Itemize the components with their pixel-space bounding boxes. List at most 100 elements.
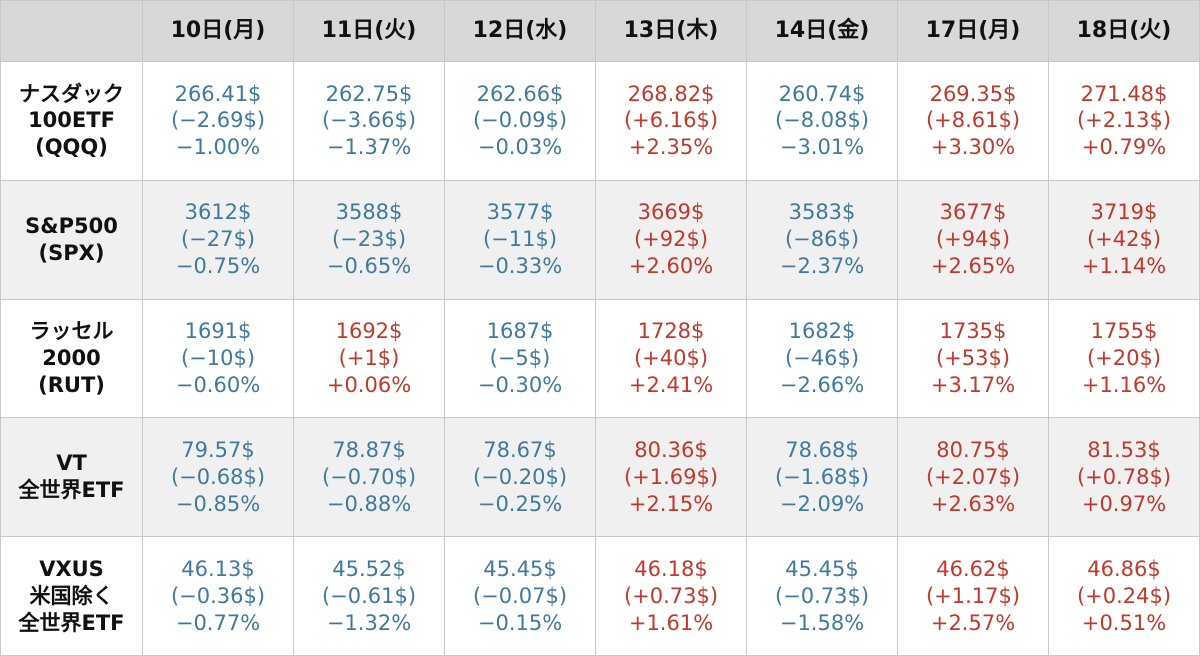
- price-value: 80.75$: [936, 437, 1010, 462]
- price-cell: 262.66$ (−0.09$) −0.03%: [444, 61, 596, 181]
- price-cell: 45.45$ (−0.73$) −1.58%: [746, 536, 898, 656]
- change-value: (+1.69$): [623, 464, 719, 489]
- price-value: 78.67$: [483, 437, 557, 462]
- price-value: 45.45$: [785, 556, 859, 581]
- price-cell: 78.68$ (−1.68$) −2.09%: [746, 417, 898, 538]
- price-cell: 78.87$ (−0.70$) −0.88%: [293, 417, 445, 538]
- change-value: (−27$): [180, 227, 256, 252]
- price-cell: 269.35$ (+8.61$) +3.30%: [897, 61, 1049, 181]
- percent-value: +2.41%: [628, 372, 714, 397]
- change-value: (+20$): [1086, 346, 1162, 371]
- percent-value: +1.16%: [1081, 372, 1167, 397]
- price-value: 271.48$: [1080, 81, 1168, 106]
- price-cell: 81.53$ (+0.78$) +0.97%: [1048, 417, 1200, 538]
- percent-value: −1.58%: [779, 610, 865, 635]
- table-header: 10日(月) 11日(火) 12日(水) 13日(木) 14日(金) 17日(月…: [0, 0, 1200, 62]
- percent-value: +3.17%: [930, 372, 1016, 397]
- table-body: ナスダック 100ETF (QQQ) 266.41$ (−2.69$) −1.00% 262…: [0, 61, 1200, 656]
- price-value: 260.74$: [778, 81, 866, 106]
- row-label-line: ラッセル: [29, 319, 114, 344]
- percent-value: −2.09%: [779, 491, 865, 516]
- price-cell: 1691$ (−10$) −0.60%: [142, 298, 294, 419]
- change-value: (−8.08$): [774, 108, 870, 133]
- price-value: 45.45$: [483, 556, 557, 581]
- percent-value: +2.65%: [930, 254, 1016, 279]
- price-value: 3669$: [637, 200, 705, 225]
- header-corner: [0, 0, 143, 62]
- price-cell: 46.62$ (+1.17$) +2.57%: [897, 536, 1049, 656]
- percent-value: +0.06%: [326, 372, 412, 397]
- percent-value: +2.63%: [930, 491, 1016, 516]
- row-qqq: ナスダック 100ETF (QQQ) 266.41$ (−2.69$) −1.00% 262…: [0, 61, 1200, 181]
- change-value: (−0.61$): [321, 583, 417, 608]
- percent-value: −0.30%: [477, 372, 563, 397]
- change-value: (−86$): [784, 227, 860, 252]
- price-value: 46.13$: [181, 556, 255, 581]
- percent-value: −0.85%: [175, 491, 261, 516]
- change-value: (−23$): [331, 227, 407, 252]
- row-label: VT 全世界ETF: [0, 417, 143, 538]
- row-label: ラッセル 2000 (RUT): [0, 298, 143, 419]
- price-value: 3583$: [788, 200, 856, 225]
- price-value: 1728$: [637, 319, 705, 344]
- change-value: (−5$): [489, 346, 551, 371]
- percent-value: −0.65%: [326, 254, 412, 279]
- percent-value: −3.01%: [779, 135, 865, 160]
- price-cell: 262.75$ (−3.66$) −1.37%: [293, 61, 445, 181]
- percent-value: +0.97%: [1081, 491, 1167, 516]
- header-day-17: 17日(月): [897, 0, 1049, 62]
- price-value: 3719$: [1090, 200, 1158, 225]
- price-value: 266.41$: [174, 81, 262, 106]
- change-value: (−0.70$): [321, 464, 417, 489]
- change-value: (+8.61$): [925, 108, 1021, 133]
- row-label-line: 全世界ETF: [18, 610, 125, 635]
- price-value: 1692$: [335, 319, 403, 344]
- change-value: (+94$): [935, 227, 1011, 252]
- price-cell: 80.75$ (+2.07$) +2.63%: [897, 417, 1049, 538]
- change-value: (−0.73$): [774, 583, 870, 608]
- row-label-line: 2000: [42, 346, 101, 371]
- percent-value: −1.32%: [326, 610, 412, 635]
- change-value: (+0.73$): [623, 583, 719, 608]
- change-value: (+2.07$): [925, 464, 1021, 489]
- row-label-line: (RUT): [38, 372, 105, 397]
- percent-value: +1.61%: [628, 610, 714, 635]
- percent-value: +0.79%: [1081, 135, 1167, 160]
- change-value: (−0.20$): [472, 464, 568, 489]
- price-cell: 3577$ (−11$) −0.33%: [444, 179, 596, 300]
- price-cell: 1728$ (+40$) +2.41%: [595, 298, 747, 419]
- percent-value: −0.25%: [477, 491, 563, 516]
- price-cell: 3588$ (−23$) −0.65%: [293, 179, 445, 300]
- percent-value: −1.37%: [326, 135, 412, 160]
- price-value: 46.62$: [936, 556, 1010, 581]
- price-cell: 3719$ (+42$) +1.14%: [1048, 179, 1200, 300]
- row-label-line: 全世界ETF: [18, 478, 125, 503]
- price-cell: 45.45$ (−0.07$) −0.15%: [444, 536, 596, 656]
- price-value: 268.82$: [627, 81, 715, 106]
- price-value: 262.75$: [325, 81, 413, 106]
- header-day-18: 18日(火): [1048, 0, 1200, 62]
- percent-value: +2.57%: [930, 610, 1016, 635]
- price-value: 3577$: [486, 200, 554, 225]
- price-value: 269.35$: [929, 81, 1017, 106]
- change-value: (−46$): [784, 346, 860, 371]
- row-label-line: VT: [56, 451, 87, 476]
- price-cell: 80.36$ (+1.69$) +2.15%: [595, 417, 747, 538]
- row-label-line: 100ETF: [28, 108, 115, 133]
- price-value: 1687$: [486, 319, 554, 344]
- price-cell: 46.13$ (−0.36$) −0.77%: [142, 536, 294, 656]
- header-day-12: 12日(水): [444, 0, 596, 62]
- row-spx: S&P500 (SPX) 3612$ (−27$) −0.75% 3588$ (−23$) −…: [0, 179, 1200, 300]
- row-label: ナスダック 100ETF (QQQ): [0, 61, 143, 181]
- percent-value: −2.66%: [779, 372, 865, 397]
- row-rut: ラッセル 2000 (RUT) 1691$ (−10$) −0.60% 1692$ (+1$)…: [0, 298, 1200, 419]
- price-cell: 46.18$ (+0.73$) +1.61%: [595, 536, 747, 656]
- header-day-11: 11日(火): [293, 0, 445, 62]
- price-value: 1755$: [1090, 319, 1158, 344]
- price-cell: 1682$ (−46$) −2.66%: [746, 298, 898, 419]
- percent-value: +2.35%: [628, 135, 714, 160]
- percent-value: +2.15%: [628, 491, 714, 516]
- percent-value: +1.14%: [1081, 254, 1167, 279]
- price-cell: 3583$ (−86$) −2.37%: [746, 179, 898, 300]
